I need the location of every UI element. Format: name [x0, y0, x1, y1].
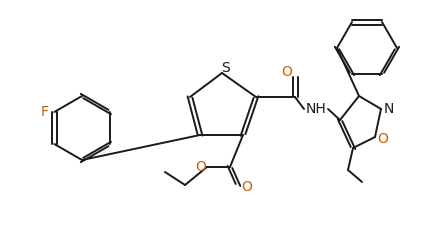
Text: F: F — [40, 105, 48, 119]
Text: O: O — [195, 160, 206, 174]
Text: O: O — [282, 65, 293, 79]
Text: N: N — [384, 102, 394, 116]
Text: S: S — [222, 61, 230, 75]
Text: O: O — [377, 132, 388, 146]
Text: O: O — [242, 180, 252, 194]
Text: NH: NH — [306, 102, 326, 116]
